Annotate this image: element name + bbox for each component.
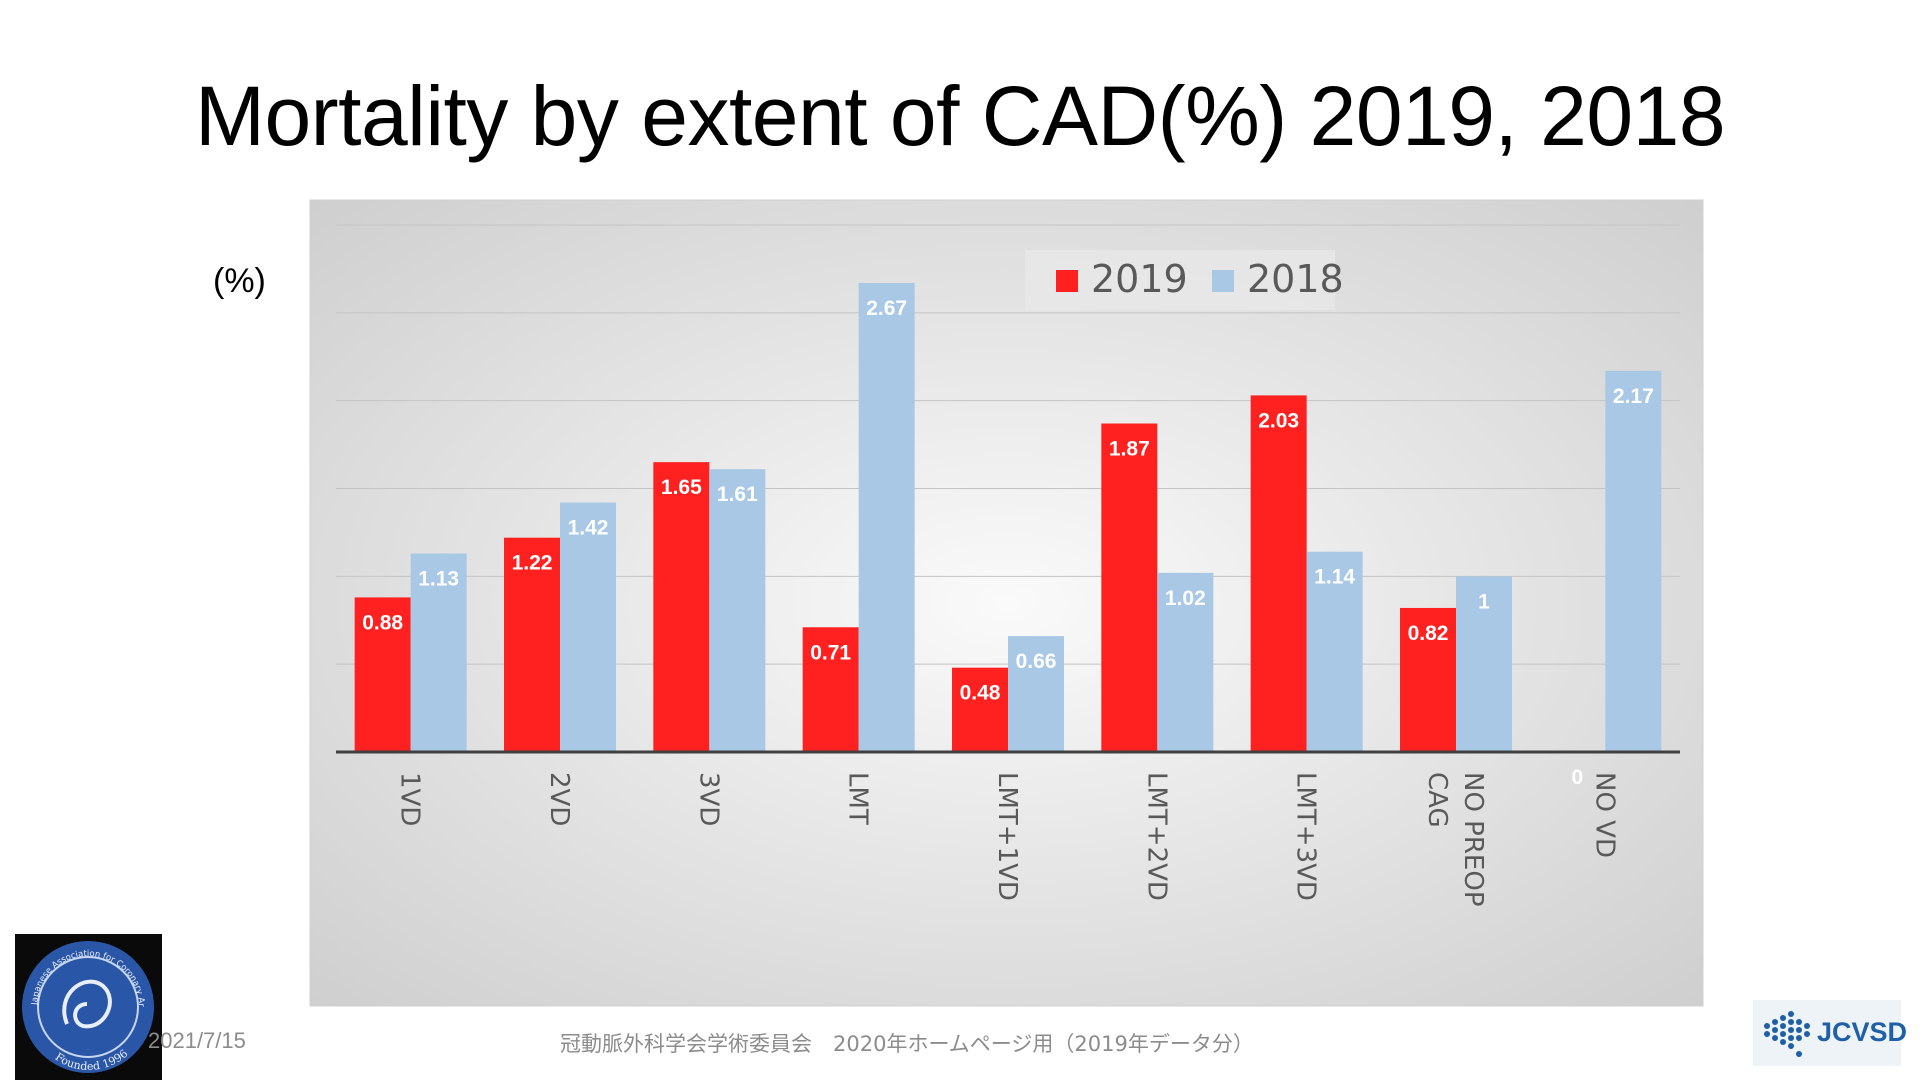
bar-2019-2VD: [504, 537, 560, 752]
data-label-2018-2VD: 1.42: [568, 517, 609, 540]
data-label-2019-3VD: 1.65: [661, 476, 702, 499]
bar-2019-NO PREOP CAG: [1400, 607, 1456, 752]
data-label-2019-LMT: 0.71: [810, 641, 851, 664]
footer-center-text: 冠動脈外科学会学術委員会 2020年ホームページ用（2019年データ分）: [560, 1032, 1254, 1056]
legend-label-2019: 2019: [1091, 257, 1188, 301]
y-axis-unit-label: (%): [213, 262, 266, 300]
x-tick-label-LMT: LMT: [843, 772, 873, 825]
footer-date: 2021/7/15: [148, 1028, 246, 1053]
jcvsd-dots-icon: [1764, 1011, 1810, 1057]
data-label-2019-LMT+1VD: 0.48: [960, 682, 1001, 705]
bar-2019-LMT+1VD: [952, 667, 1008, 752]
x-tick-label-NO VD: NO VD: [1589, 772, 1619, 858]
data-label-2019-NO PREOP CAG: 0.82: [1408, 622, 1449, 645]
bar-2019-LMT+2VD: [1101, 423, 1158, 752]
x-tick-label-NO PREOP CAG: NO PREOPCAG: [1422, 772, 1488, 907]
data-label-2018-LMT+1VD: 0.66: [1016, 650, 1057, 673]
bar-2019-3VD: [653, 462, 710, 752]
jcvsd-logo-text: JCVSD: [1817, 1017, 1908, 1047]
bar-2018-LMT+3VD: [1306, 551, 1363, 752]
bar-2018-LMT: [858, 282, 915, 752]
data-label-2019-NO VD: 0: [1571, 766, 1583, 789]
data-label-2019-LMT+3VD: 2.03: [1258, 409, 1299, 432]
data-label-2018-1VD: 1.13: [418, 567, 459, 590]
x-tick-label-1VD: 1VD: [395, 772, 425, 826]
jcvsd-logo: JCVSD: [1753, 1000, 1907, 1066]
bar-2018-LMT+2VD: [1157, 572, 1214, 752]
legend-label-2018: 2018: [1247, 257, 1344, 301]
legend-swatch-2019: [1056, 270, 1078, 292]
bar-2019-LMT: [802, 627, 859, 752]
data-label-2018-NO VD: 2.17: [1613, 385, 1654, 408]
x-tick-label-LMT+3VD: LMT+3VD: [1291, 772, 1321, 901]
bar-2019-LMT+3VD: [1250, 395, 1307, 752]
data-label-2018-3VD: 1.61: [717, 483, 758, 506]
bar-2018-2VD: [560, 502, 616, 752]
slide-title: Mortality by extent of CAD(%) 2019, 2018: [194, 69, 1726, 163]
x-tick-label-LMT+2VD: LMT+2VD: [1141, 772, 1171, 901]
bar-2018-NO VD: [1605, 370, 1662, 752]
data-label-2018-LMT+2VD: 1.02: [1165, 587, 1206, 610]
bar-2018-NO PREOP CAG: [1456, 576, 1512, 752]
data-label-2018-LMT: 2.67: [866, 297, 907, 320]
x-tick-label-LMT+1VD: LMT+1VD: [992, 772, 1022, 901]
bar-2018-3VD: [709, 469, 766, 752]
data-label-2018-LMT+3VD: 1.14: [1314, 566, 1355, 589]
legend: 2019 2018: [1025, 250, 1344, 310]
x-tick-label-2VD: 2VD: [544, 772, 574, 826]
bar-2018-LMT+1VD: [1008, 636, 1064, 752]
data-label-2019-1VD: 0.88: [362, 611, 403, 634]
x-tick-labels: 1VD 2VD 3VD LMT LMT+1VD LMT+2VD LMT+3VD NO PREO…: [395, 772, 1620, 907]
data-label-2019-LMT+2VD: 1.87: [1109, 438, 1150, 461]
data-label-2018-NO PREOP CAG: 1: [1478, 590, 1490, 613]
bars: [354, 282, 1662, 752]
bar-2018-1VD: [410, 553, 467, 752]
legend-swatch-2018: [1212, 270, 1234, 292]
data-labels: 0.88 1.13 1.22 1.42 1.65 1.61 0.71 2.67 0.48 0.66…: [362, 297, 1654, 789]
data-label-2019-2VD: 1.22: [512, 552, 553, 575]
bar-2019-1VD: [354, 597, 411, 752]
jacas-logo: Japanese Association for Coronary Artery…: [12, 927, 162, 1080]
x-tick-label-3VD: 3VD: [693, 772, 723, 826]
